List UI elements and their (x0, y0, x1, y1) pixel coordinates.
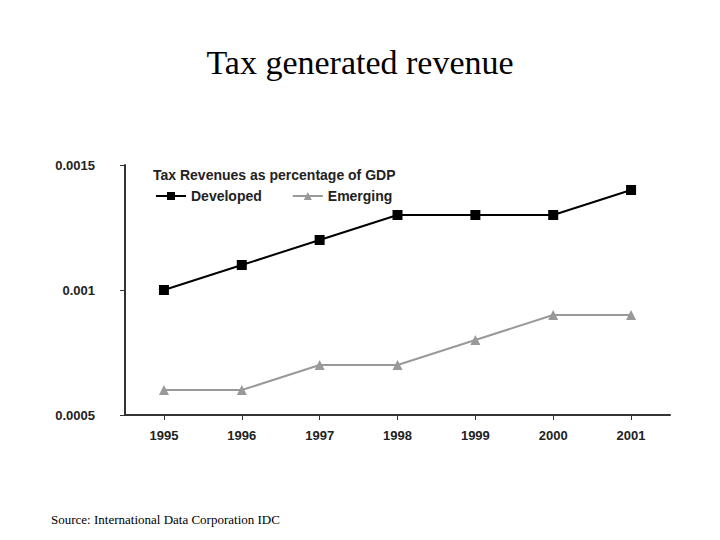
svg-text:0.0015: 0.0015 (55, 158, 95, 173)
svg-text:1995: 1995 (149, 428, 178, 443)
svg-text:1998: 1998 (383, 428, 412, 443)
svg-text:Source: International Data Cor: Source: International Data Corporation I… (51, 512, 280, 527)
svg-text:2001: 2001 (617, 428, 646, 443)
svg-text:0.0005: 0.0005 (55, 408, 95, 423)
svg-text:1997: 1997 (305, 428, 334, 443)
svg-text:Developed: Developed (191, 188, 262, 204)
svg-text:2000: 2000 (539, 428, 568, 443)
svg-text:0.001: 0.001 (62, 283, 95, 298)
svg-text:Emerging: Emerging (328, 188, 393, 204)
svg-text:1996: 1996 (227, 428, 256, 443)
svg-text:Tax generated revenue: Tax generated revenue (206, 44, 513, 81)
svg-text:Tax Revenues as percentage of: Tax Revenues as percentage of GDP (153, 167, 396, 183)
svg-text:1999: 1999 (461, 428, 490, 443)
